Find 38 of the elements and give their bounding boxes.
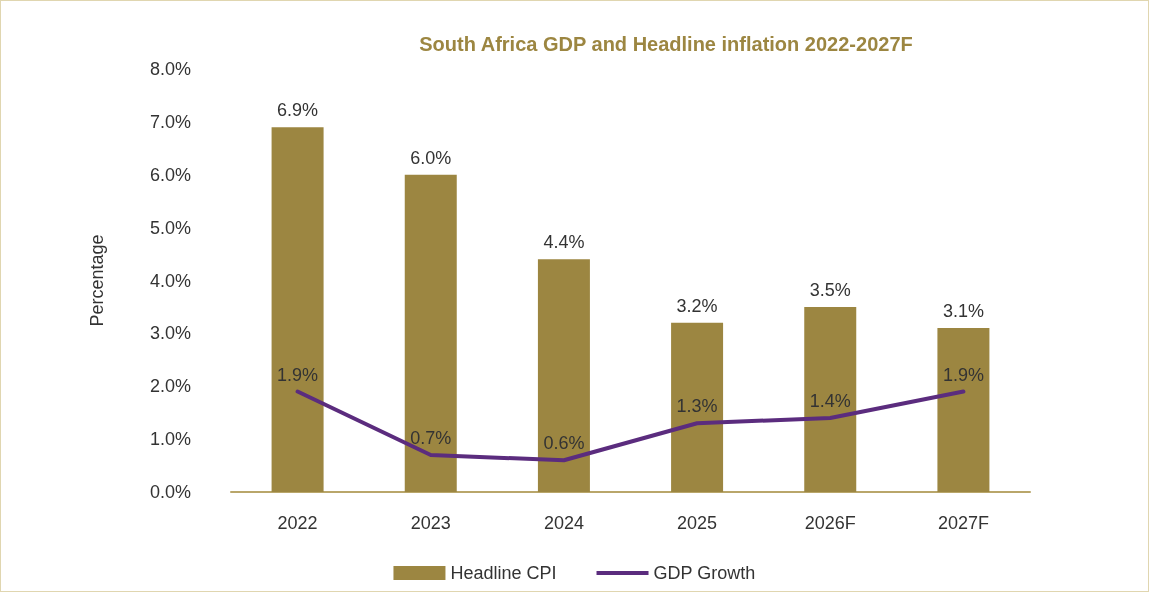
y-tick-label: 3.0% xyxy=(149,323,191,344)
data-label: 6.0% xyxy=(410,147,452,168)
data-label: 3.5% xyxy=(809,279,851,300)
data-label: 0.7% xyxy=(410,427,452,448)
data-label: 1.4% xyxy=(809,390,851,411)
legend-label: Headline CPI xyxy=(450,563,557,583)
bar xyxy=(937,328,990,492)
line-series xyxy=(295,389,966,463)
x-tick-label: 2025 xyxy=(677,513,718,533)
x-tick-label: 2023 xyxy=(410,513,451,533)
x-tick-label: 2024 xyxy=(543,513,584,533)
y-tick-label: 5.0% xyxy=(149,217,191,238)
chart-title: South Africa GDP and Headline inflation 2022-2027F xyxy=(419,33,913,55)
y-tick-label: 0.0% xyxy=(149,482,191,502)
bar xyxy=(537,259,590,492)
bar xyxy=(804,306,857,492)
data-label: 1.3% xyxy=(676,396,718,417)
y-tick-label: 8.0% xyxy=(149,59,191,79)
x-tick-label: 2026F xyxy=(804,513,856,533)
y-tick-label: 4.0% xyxy=(149,270,191,291)
y-tick-label: 2.0% xyxy=(149,376,191,397)
legend-label: GDP Growth xyxy=(653,563,756,583)
y-tick-label: 1.0% xyxy=(149,429,191,450)
data-label: 4.4% xyxy=(543,232,585,253)
data-label: 6.9% xyxy=(277,100,319,121)
x-tick-label: 2022 xyxy=(277,513,318,533)
data-label: 3.1% xyxy=(942,301,984,322)
data-label: 0.6% xyxy=(543,433,585,454)
bar xyxy=(404,174,457,492)
y-tick-label: 6.0% xyxy=(149,164,191,185)
y-axis-title: Percentage xyxy=(87,234,107,327)
bar xyxy=(671,322,724,492)
bar xyxy=(271,127,324,492)
data-label: 1.9% xyxy=(942,364,984,385)
y-tick-label: 7.0% xyxy=(149,111,191,132)
data-label: 1.9% xyxy=(277,364,319,385)
x-tick-label: 2027F xyxy=(937,513,989,533)
data-label: 3.2% xyxy=(676,295,718,316)
